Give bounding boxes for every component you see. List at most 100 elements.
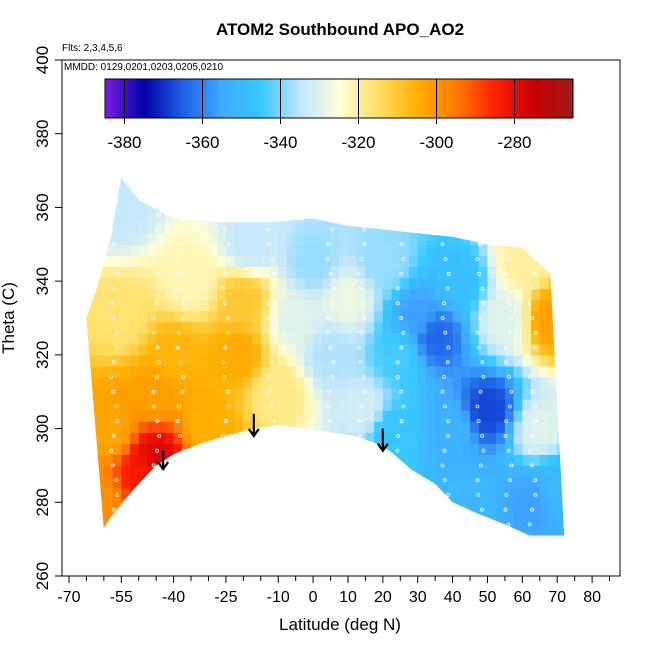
heatmap-cell: [69, 277, 78, 289]
heatmap-cell: [191, 498, 201, 511]
sample-point: [325, 257, 330, 261]
heatmap-cell: [531, 443, 541, 455]
heatmap-cell: [130, 465, 140, 478]
heatmap-cell: [234, 421, 244, 433]
heatmap-cell: [199, 189, 210, 201]
heatmap-cell: [496, 543, 505, 555]
heatmap-cell: [478, 476, 489, 489]
heatmap-cell: [86, 310, 88, 323]
sample-point: [527, 375, 532, 379]
heatmap-cell: [452, 354, 462, 367]
heatmap-cell: [95, 222, 105, 234]
heatmap-cell: [313, 343, 323, 356]
heatmap-cell: [356, 421, 367, 433]
heatmap-cell: [147, 432, 157, 444]
heatmap-cell: [321, 244, 332, 256]
sample-point: [399, 538, 402, 541]
heatmap-cell: [374, 177, 384, 179]
heatmap-cell: [121, 365, 131, 378]
sample-point: [331, 360, 336, 365]
heatmap-cell: [365, 388, 375, 400]
heatmap-cell: [260, 222, 271, 234]
heatmap-cell: [313, 354, 323, 367]
heatmap-cell: [356, 299, 367, 312]
heatmap-cell: [400, 432, 410, 444]
heatmap-cell: [566, 543, 575, 555]
heatmap-cell: [103, 321, 114, 334]
sample-point: [396, 433, 400, 438]
heatmap-cell: [164, 365, 175, 378]
heatmap-cell: [435, 222, 445, 234]
heatmap-cell: [470, 376, 480, 389]
heatmap-cell: [199, 200, 210, 212]
heatmap-cell: [557, 421, 565, 433]
heatmap-cell: [513, 476, 523, 489]
heatmap-cell: [182, 465, 192, 478]
heatmap-cell: [278, 421, 288, 433]
sample-point: [503, 360, 508, 365]
heatmap-cell: [339, 244, 349, 256]
heatmap-cell: [417, 410, 428, 422]
heatmap-cell: [295, 277, 305, 290]
heatmap-cell: [121, 310, 131, 323]
heatmap-cell: [443, 476, 454, 489]
heatmap-cell: [531, 200, 541, 212]
heatmap-cell: [548, 177, 558, 190]
sample-point: [507, 375, 511, 379]
heatmap-cell: [557, 487, 565, 500]
heatmap-cell: [321, 421, 332, 433]
heatmap-cell: [374, 543, 383, 555]
heatmap-cell: [173, 310, 183, 323]
sample-point: [508, 478, 512, 483]
heatmap-cell: [513, 498, 523, 511]
heatmap-cell: [504, 299, 515, 312]
heatmap-cell: [566, 222, 575, 234]
heatmap-cell: [156, 321, 166, 334]
heatmap-cell: [452, 399, 462, 411]
heatmap-cell: [121, 454, 131, 467]
sample-point: [272, 271, 277, 276]
heatmap-cell: [147, 443, 157, 455]
sample-point: [529, 212, 533, 217]
heatmap-cell: [278, 177, 288, 179]
heatmap-cell: [470, 310, 480, 323]
heatmap-cell: [470, 399, 480, 411]
heatmap-cell: [487, 299, 497, 312]
heatmap-cell: [86, 454, 96, 467]
heatmap-cell: [522, 189, 532, 201]
heatmap-cell: [496, 255, 506, 267]
arrow-markers: [157, 413, 389, 472]
heatmap-cell: [121, 487, 131, 500]
heatmap-cell: [426, 255, 436, 267]
heatmap-cell: [487, 222, 497, 234]
heatmap-cell: [156, 498, 166, 511]
sample-point: [509, 389, 514, 394]
heatmap-cell: [103, 421, 114, 433]
heatmap-cell: [382, 255, 393, 267]
sample-point: [178, 433, 183, 438]
heatmap-cell: [566, 454, 575, 466]
heatmap-cell: [347, 520, 358, 533]
heatmap-cell: [112, 465, 122, 478]
heatmap-cell: [452, 343, 462, 356]
sample-point: [395, 212, 400, 217]
heatmap-cell: [522, 177, 532, 190]
heatmap-cell: [112, 365, 122, 378]
heatmap-cell: [208, 443, 218, 455]
heatmap-cell: [478, 266, 489, 279]
heatmap-cell: [330, 410, 340, 422]
heatmap-cell: [513, 277, 523, 290]
heatmap-cell: [557, 509, 565, 522]
heatmap-cell: [487, 310, 497, 323]
heatmap-cell: [356, 509, 367, 522]
heatmap-cell: [313, 244, 323, 256]
heatmap-cell: [435, 266, 445, 279]
heatmap-cell: [260, 388, 271, 400]
heatmap-cell: [339, 399, 349, 411]
heatmap-cell: [339, 498, 349, 511]
heatmap-cell: [295, 509, 305, 522]
heatmap-cell: [86, 410, 88, 422]
heatmap-cell: [347, 177, 358, 190]
heatmap-cell: [339, 376, 349, 389]
heatmap-cell: [295, 266, 305, 279]
